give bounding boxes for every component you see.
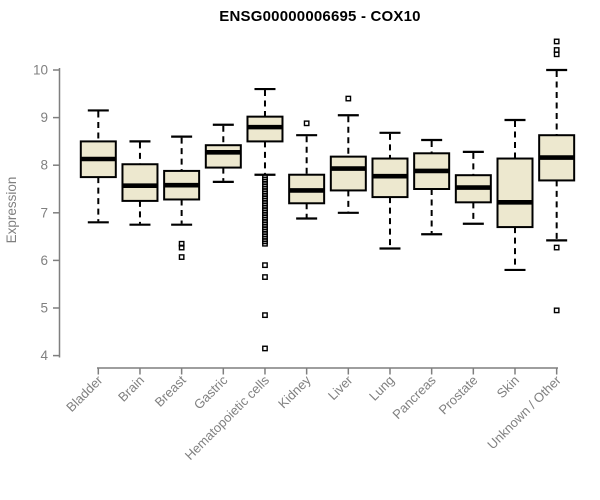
- x-category-label: Bladder: [63, 372, 106, 415]
- x-category-label: Breast: [152, 372, 189, 409]
- outlier-point: [178, 244, 185, 251]
- y-tick-label: 7: [40, 205, 48, 220]
- outlier-point: [262, 312, 268, 319]
- outlier-point: [553, 51, 560, 58]
- outlier-point: [345, 95, 352, 102]
- x-category-label: Kidney: [275, 372, 314, 411]
- iqr-box: [204, 144, 242, 169]
- x-category-label: Pancreas: [389, 372, 439, 422]
- x-category-label: Gastric: [191, 372, 231, 412]
- x-category-label: Prostate: [436, 373, 481, 418]
- x-category-label: Liver: [325, 372, 356, 403]
- outlier-point: [303, 120, 310, 127]
- iqr-box: [496, 157, 534, 229]
- chart-title: ENSG00000006695 - COX10: [219, 8, 421, 25]
- y-tick-label: 9: [40, 110, 48, 125]
- y-tick-label: 10: [33, 63, 48, 78]
- outlier-point: [262, 274, 268, 280]
- y-tick-label: 4: [40, 348, 48, 363]
- outlier-point: [553, 38, 560, 45]
- y-tick-label: 5: [40, 301, 48, 316]
- outlier-point: [178, 254, 185, 260]
- outlier-point: [553, 244, 560, 251]
- iqr-box: [121, 163, 159, 202]
- iqr-box: [329, 155, 367, 192]
- x-category-label: Brain: [115, 373, 147, 405]
- x-category-label: Lung: [366, 373, 397, 404]
- y-axis-label: Expression: [4, 176, 19, 244]
- outlier-point: [262, 345, 268, 352]
- outlier-point: [553, 307, 560, 314]
- outlier-point: [262, 262, 268, 269]
- y-tick-label: 6: [40, 253, 48, 268]
- x-category-label: Unknown / Other: [484, 372, 564, 452]
- y-tick-label: 8: [40, 158, 48, 173]
- x-category-label: Skin: [494, 373, 522, 401]
- outlier-point: [262, 240, 268, 247]
